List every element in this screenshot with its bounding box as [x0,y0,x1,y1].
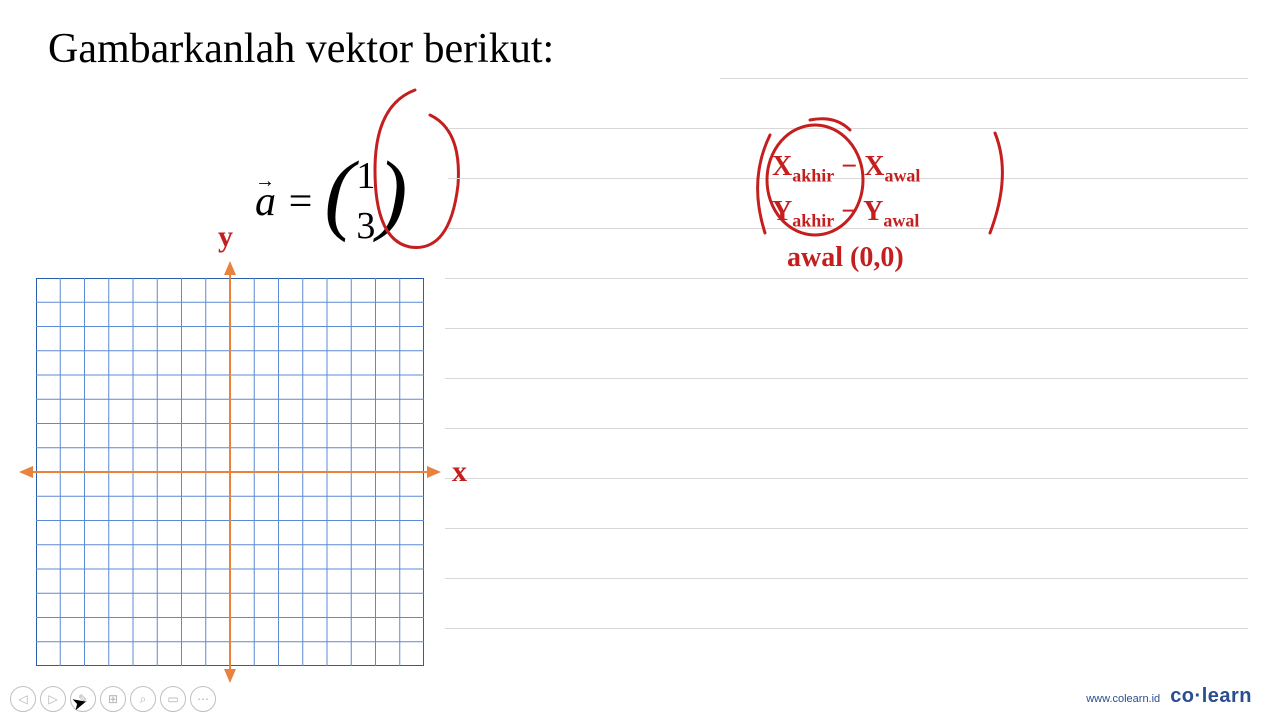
ruled-line [445,628,1248,629]
vector-arrow-glyph: → [255,170,275,193]
toolbar-btn-6[interactable]: ⋯ [190,686,216,712]
axis-arrows [16,258,444,686]
brand-url: www.colearn.id [1086,693,1160,705]
ruled-line [445,528,1248,529]
x-axis-label: x [452,455,467,489]
y-axis-label: y [218,220,233,254]
toolbar-btn-3[interactable]: ⊞ [100,686,126,712]
branding: www.colearn.id co·learn [1086,685,1252,708]
page-title: Gambarkanlah vektor berikut: [48,25,554,73]
ruled-line [445,328,1248,329]
bottom-toolbar: ◁▷✎⊞⌕▭⋯ [10,686,216,712]
toolbar-btn-4[interactable]: ⌕ [130,686,156,712]
equals-sign: = [286,178,314,226]
ruled-line [445,378,1248,379]
red-annotation-formula [740,115,1020,245]
ruled-line [445,478,1248,479]
ruled-line [720,78,1248,79]
ruled-line [445,428,1248,429]
red-circle-vector [360,85,480,255]
paren-left: ( [324,142,354,245]
toolbar-btn-1[interactable]: ▷ [40,686,66,712]
toolbar-btn-5[interactable]: ▭ [160,686,186,712]
toolbar-btn-0[interactable]: ◁ [10,686,36,712]
brand-logo: co·learn [1170,685,1252,708]
ruled-line [445,578,1248,579]
